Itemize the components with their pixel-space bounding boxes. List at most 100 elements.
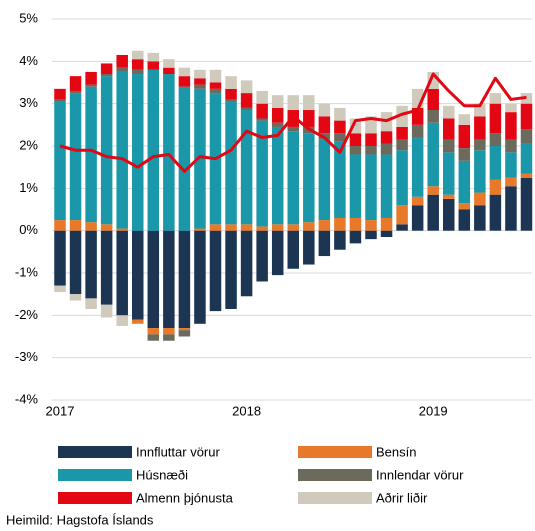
bar-segment	[427, 186, 439, 195]
bar-segment	[178, 330, 191, 337]
bar-segment	[520, 103, 533, 130]
y-tick-label: -3%	[15, 349, 39, 364]
bar-segment	[100, 230, 113, 305]
bar-segment	[240, 80, 253, 94]
bar-segment	[85, 71, 97, 85]
legend-label: Innfluttar vörur	[136, 444, 220, 459]
bar-segment	[163, 59, 175, 68]
bar-segment	[225, 76, 237, 89]
bar-segment	[396, 224, 408, 231]
bar-segment	[132, 69, 144, 75]
legend-swatch	[58, 469, 132, 481]
source-note: Heimild: Hagstofa Íslands	[6, 512, 154, 527]
bar-segment	[240, 230, 253, 297]
bar-segment	[116, 67, 128, 72]
bar-segment	[85, 298, 97, 309]
bar-segment	[334, 230, 346, 250]
x-tick-label: 2018	[232, 403, 261, 418]
bar-segment	[225, 99, 237, 102]
bar-segment	[163, 74, 175, 231]
bar-segment	[85, 86, 97, 223]
bar-segment	[396, 105, 408, 127]
bar-segment	[396, 205, 408, 225]
bar-segment	[69, 230, 82, 295]
bar-segment	[396, 126, 408, 140]
y-tick-label: 5%	[19, 10, 38, 25]
bar-segment	[163, 334, 175, 341]
bar-segment	[349, 230, 362, 244]
bar-segment	[474, 205, 486, 231]
bar-segment	[520, 129, 533, 144]
y-tick-label: 3%	[19, 95, 38, 110]
bar-segment	[163, 67, 175, 75]
bar-segment	[116, 228, 128, 231]
bar-segment	[427, 122, 439, 187]
bar-segment	[474, 103, 486, 117]
y-tick-label: 0%	[19, 222, 38, 237]
bar-segment	[287, 126, 299, 132]
bar-segment	[380, 230, 393, 238]
bar-segment	[505, 139, 517, 153]
bar-segment	[209, 224, 222, 231]
bar-segment	[318, 116, 331, 134]
bar-segment	[443, 194, 455, 199]
bar-segment	[443, 118, 455, 140]
bar-segment	[365, 154, 377, 221]
bar-segment	[349, 154, 362, 218]
bar-segment	[458, 148, 471, 161]
bar-segment	[69, 93, 82, 221]
bar-segment	[411, 196, 424, 206]
bar-segment	[458, 209, 471, 231]
bar-segment	[443, 198, 455, 231]
bar-segment	[365, 116, 377, 134]
bar-segment	[116, 54, 128, 68]
y-tick-label: -4%	[15, 391, 39, 406]
bar-segment	[489, 93, 502, 104]
bar-segment	[318, 220, 331, 231]
bar-segment	[100, 224, 113, 231]
bar-segment	[427, 71, 439, 89]
bar-segment	[147, 334, 160, 341]
bar-segment	[100, 76, 113, 225]
x-tick-label: 2017	[46, 403, 75, 418]
bar-segment	[209, 69, 222, 83]
bar-segment	[443, 105, 455, 119]
bar-segment	[505, 177, 517, 187]
bar-segment	[489, 179, 502, 195]
bar-segment	[349, 146, 362, 155]
bar-segment	[147, 328, 160, 335]
bar-segment	[303, 110, 315, 127]
bar-segment	[396, 139, 408, 151]
bar-segment	[287, 95, 299, 111]
bar-segment	[458, 124, 471, 149]
bar-segment	[100, 304, 113, 318]
bar-segment	[520, 177, 533, 231]
bar-segment	[225, 224, 237, 231]
bar-segment	[178, 76, 191, 87]
bar-segment	[474, 192, 486, 206]
bar-segment	[147, 230, 160, 329]
bar-segment	[334, 107, 346, 121]
bar-segment	[489, 133, 502, 146]
bar-segment	[334, 133, 346, 142]
legend-label: Aðrir liðir	[376, 490, 428, 505]
legend-label: Almenn þjónusta	[136, 490, 234, 505]
bar-segment	[271, 95, 284, 108]
bar-segment	[54, 101, 66, 221]
bar-segment	[474, 150, 486, 193]
bar-segment	[147, 61, 160, 70]
bar-segment	[365, 133, 377, 146]
y-tick-label: 2%	[19, 137, 38, 152]
bar-segment	[411, 137, 424, 197]
line	[59, 72, 527, 173]
y-tick-label: -2%	[15, 307, 39, 322]
bar-segment	[240, 107, 253, 111]
bar-segment	[520, 173, 533, 178]
bar-segment	[132, 319, 144, 324]
bar-segment	[194, 230, 206, 324]
bar-segment	[443, 139, 455, 153]
bar-segment	[318, 103, 331, 117]
bar-segment	[287, 131, 299, 225]
legend-swatch	[298, 492, 372, 504]
